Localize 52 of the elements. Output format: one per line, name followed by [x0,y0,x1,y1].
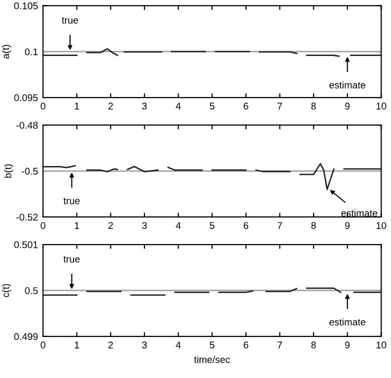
y-tick-label: 0.1 [25,48,38,56]
x-tick-label: 0 [40,342,46,348]
x-tick-label: 6 [244,342,248,348]
x-tick-label: 8 [311,222,316,229]
y-tick-label: 0.105 [14,2,38,10]
y-tick-label: 0.501 [14,241,38,248]
annotation: estimate [329,318,366,326]
x-tick-label: 1 [74,102,80,110]
x-tick-label: 5 [210,342,214,348]
x-tick-label: 3 [142,222,147,229]
x-tick-label: 10 [376,102,386,110]
annotation: true [64,198,80,204]
annotation: estimate [341,209,378,217]
x-tick-label: 10 [376,222,386,229]
annotation: true [64,256,80,263]
x-tick-label: 10 [376,342,386,348]
x-tick-label: 3 [142,342,147,348]
x-tick-label: 0 [40,102,46,110]
y-axis-title: a(t) [2,44,12,58]
y-tick-label: 0.5 [25,287,38,294]
x-tick-label: 2 [108,222,113,229]
annotation: true [62,17,78,24]
y-tick-label: 0.499 [14,333,38,340]
x-axis-title: time/sec [194,356,230,364]
x-tick-label: 9 [345,102,350,110]
x-tick-label: 7 [278,102,282,110]
x-tick-label: 5 [210,222,214,229]
x-tick-label: 1 [74,222,80,229]
x-tick-label: 2 [108,342,113,348]
x-tick-label: 4 [176,102,181,110]
x-tick-label: 1 [74,342,80,348]
y-tick-label: -0.48 [16,122,38,129]
x-tick-label: 7 [278,342,282,348]
x-tick-label: 0 [40,222,46,229]
y-tick-label: -0.52 [16,214,38,221]
y-axis-title: b(t) [4,164,14,178]
y-axis-title: c(t) [2,284,12,298]
y-tick-label: -0.5 [22,168,38,175]
x-tick-label: 9 [345,222,350,229]
x-tick-label: 7 [278,222,282,229]
x-tick-label: 4 [176,222,181,229]
x-tick-label: 5 [210,102,214,110]
x-tick-label: 3 [142,102,147,110]
x-tick-label: 9 [345,342,350,348]
x-tick-label: 6 [244,222,248,229]
x-tick-label: 2 [108,102,113,110]
x-tick-label: 4 [176,342,181,348]
annotation: estimate [329,81,366,88]
x-tick-label: 8 [311,102,316,110]
x-tick-label: 8 [311,342,316,348]
x-tick-label: 6 [244,102,248,110]
y-tick-label: 0.095 [14,94,38,102]
